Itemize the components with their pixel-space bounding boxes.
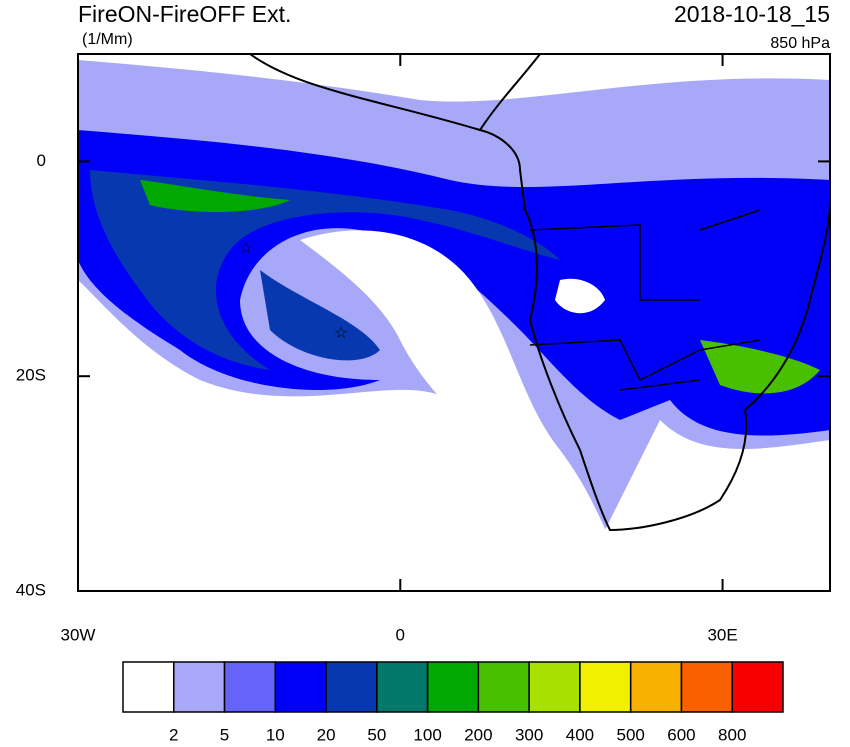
colorbar-box — [477, 661, 530, 713]
date: 2018-10-18_15 — [674, 1, 830, 27]
colorbar-box — [528, 661, 581, 713]
colorbar-label: 800 — [718, 725, 746, 744]
y-tick-label: 40S — [16, 580, 46, 599]
axes: 30W 0 30E 0 20S 40S — [16, 54, 830, 644]
star-marker: ☆ — [239, 240, 253, 257]
x-tick-label: 30E — [707, 625, 737, 644]
colorbar-box — [325, 661, 378, 713]
coastline — [249, 54, 481, 131]
y-tick-label: 0 — [37, 151, 46, 170]
colorbar-box — [173, 661, 226, 713]
plume-dark — [90, 170, 560, 370]
colorbar-box — [274, 661, 327, 713]
borders — [529, 209, 761, 391]
colorbar: 2 5 10 20 50 100 200 300 400 500 600 800 — [122, 661, 784, 744]
colorbar-label: 300 — [515, 725, 543, 744]
title: FireON-FireOFF Ext. — [78, 1, 291, 27]
colorbar-label: 5 — [220, 725, 229, 744]
colorbar-box — [223, 661, 277, 713]
colorbar-label: 10 — [266, 725, 285, 744]
plume-green — [140, 180, 290, 212]
x-tick-label: 0 — [396, 625, 405, 644]
colorbar-label: 400 — [566, 725, 594, 744]
colorbar-box — [680, 661, 733, 713]
map-frame — [77, 53, 831, 592]
colorbar-label: 20 — [317, 725, 336, 744]
plume-dark — [260, 270, 380, 361]
colorbar-label: 500 — [617, 725, 645, 744]
colorbar-box — [376, 661, 429, 713]
colorbar-label: 200 — [464, 725, 492, 744]
units: (1/Mm) — [82, 31, 133, 48]
colorbar-box — [731, 661, 784, 713]
colorbar-box — [122, 661, 175, 713]
colorbar-label: 100 — [413, 725, 441, 744]
colorbar-box — [579, 661, 632, 713]
map-field: ☆ ☆ — [78, 54, 830, 591]
x-tick-label: 30W — [61, 625, 96, 644]
colorbar-label: 600 — [667, 725, 695, 744]
coastline — [478, 54, 830, 532]
colorbar-box — [426, 661, 480, 713]
level: 850 hPa — [770, 35, 830, 52]
colorbar-box — [629, 661, 683, 713]
clear-tongue — [300, 230, 620, 561]
star-marker: ☆ — [334, 325, 348, 342]
colorbar-label: 50 — [367, 725, 386, 744]
plume-green — [700, 340, 820, 394]
y-tick-label: 20S — [16, 366, 46, 385]
colorbar-label: 2 — [169, 725, 178, 744]
clear-patch — [555, 278, 605, 314]
